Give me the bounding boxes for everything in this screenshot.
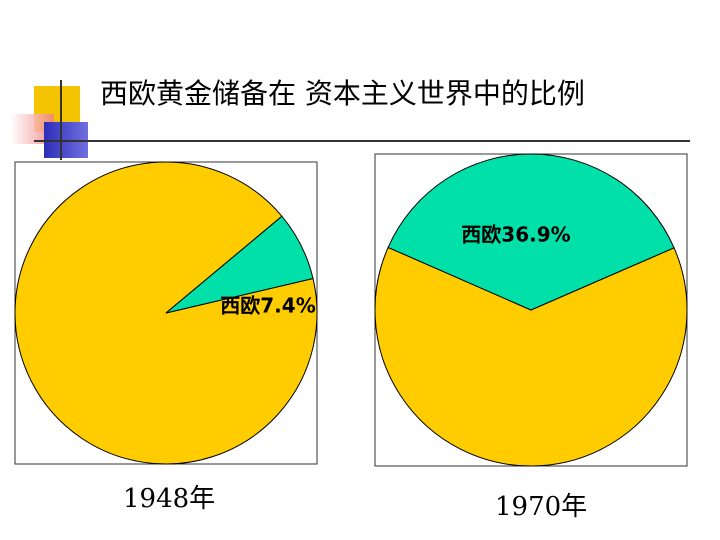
pie-slice-label: 西欧7.4%	[220, 294, 315, 318]
pie-slice-west-europe	[165, 215, 314, 314]
pie-chart-1948: 西欧7.4%	[14, 161, 318, 465]
pie-slice-other	[374, 246, 688, 467]
pie-slice-west-europe	[387, 153, 675, 311]
caption-1948: 1948年	[123, 484, 216, 514]
caption-1970: 1970年	[495, 492, 588, 522]
page-title: 西欧黄金储备在 资本主义世界中的比例	[100, 77, 585, 110]
title-underline	[34, 140, 690, 142]
pie-slice-label: 西欧36.9%	[461, 223, 570, 247]
logo-vertical-line	[60, 80, 62, 160]
pie-chart-1970: 西欧36.9%	[374, 153, 688, 467]
